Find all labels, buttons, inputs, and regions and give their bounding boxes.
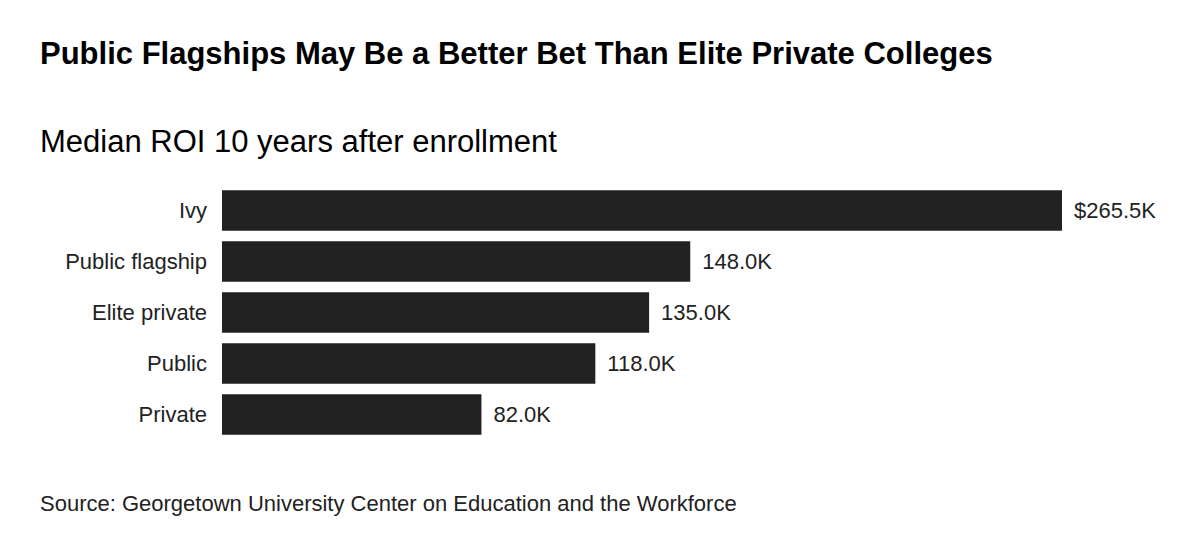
svg-text:Private: Private: [139, 402, 207, 427]
svg-text:Public flagship: Public flagship: [65, 249, 207, 274]
svg-text:118.0K: 118.0K: [607, 351, 675, 376]
svg-text:82.0K: 82.0K: [493, 402, 551, 427]
svg-text:$265.5K: $265.5K: [1074, 198, 1156, 223]
svg-text:Median ROI 10 years after enro: Median ROI 10 years after enrollment: [40, 124, 557, 159]
svg-text:Public Flagships May Be a Bett: Public Flagships May Be a Better Bet Tha…: [40, 36, 993, 71]
svg-text:Source: Georgetown University: Source: Georgetown University Center on …: [40, 491, 737, 516]
svg-text:135.0K: 135.0K: [661, 300, 731, 325]
svg-text:Ivy: Ivy: [179, 198, 207, 223]
svg-text:Elite private: Elite private: [92, 300, 207, 325]
svg-text:148.0K: 148.0K: [702, 249, 772, 274]
svg-text:Public: Public: [147, 351, 207, 376]
